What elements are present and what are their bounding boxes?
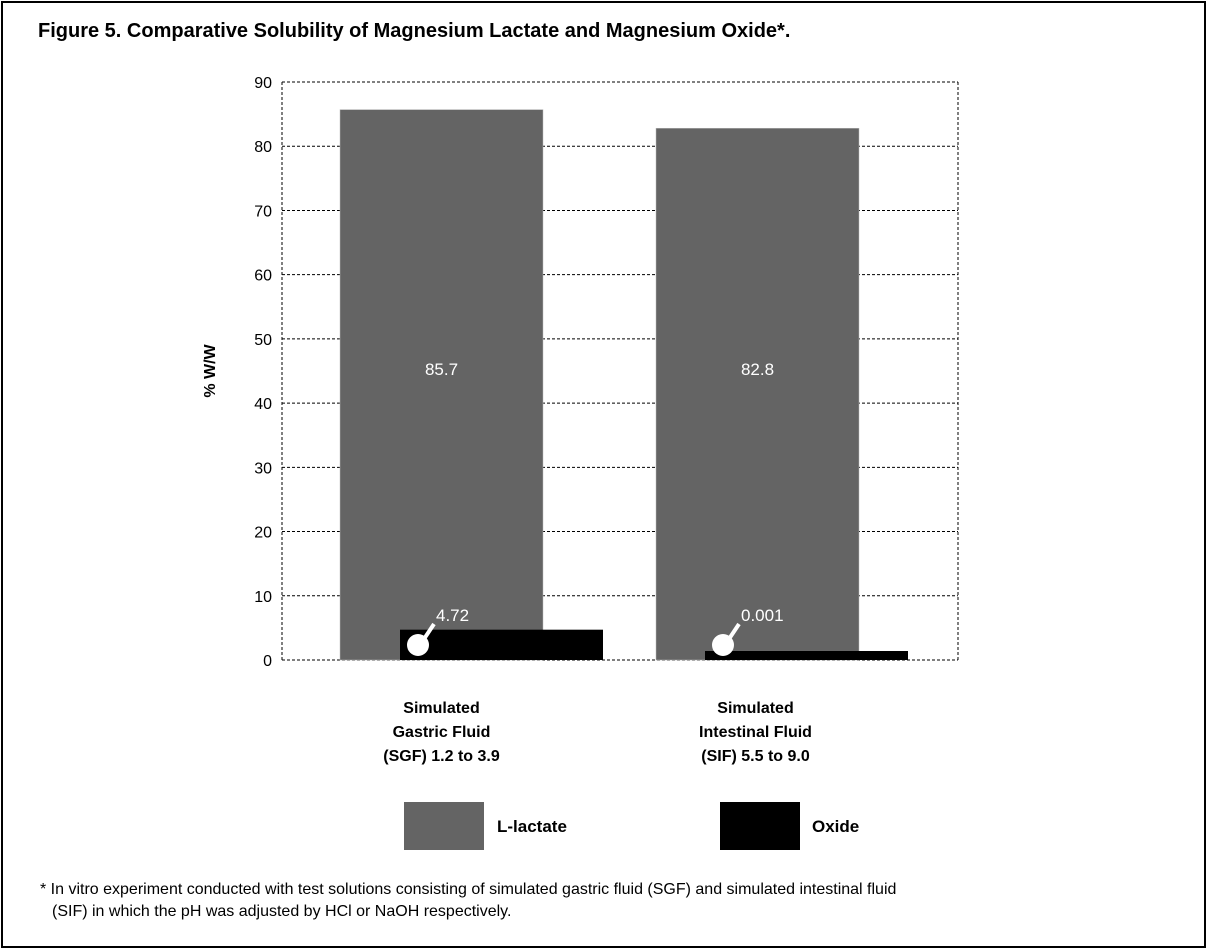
y-tick-label: 60 — [254, 268, 272, 285]
footnote-line-2: (SIF) in which the pH was adjusted by HC… — [52, 903, 512, 920]
legend-swatch-oxide — [720, 802, 800, 850]
data-label-oxide: 0.001 — [741, 606, 784, 625]
bar-l-lactate — [655, 127, 860, 661]
x-category-label: Gastric Fluid — [393, 724, 491, 741]
legend-swatch-l-lactate — [404, 802, 484, 850]
y-tick-label: 90 — [254, 75, 272, 92]
data-label-l-lactate: 85.7 — [425, 360, 458, 379]
bar-l-lactate — [339, 109, 544, 661]
bar-oxide — [400, 629, 603, 660]
x-category-label: (SGF) 1.2 to 3.9 — [383, 748, 500, 765]
legend-label: Oxide — [812, 817, 859, 836]
legend-label: L-lactate — [497, 817, 567, 836]
callout-line — [727, 622, 741, 641]
y-tick-label: 0 — [263, 653, 272, 670]
y-tick-label: 10 — [254, 589, 272, 606]
callout-dot — [712, 634, 734, 656]
x-category-label: (SIF) 5.5 to 9.0 — [701, 748, 810, 765]
bar-oxide — [705, 651, 908, 660]
data-label-l-lactate: 82.8 — [741, 360, 774, 379]
y-tick-label: 40 — [254, 396, 272, 413]
x-category-label: Intestinal Fluid — [699, 724, 812, 741]
figure-title: Figure 5. Comparative Solubility of Magn… — [38, 20, 791, 42]
footnote: * In vitro experiment conducted with tes… — [40, 879, 1180, 923]
callout-line — [422, 622, 436, 641]
callout-dot — [407, 634, 429, 656]
y-tick-label: 80 — [254, 139, 272, 156]
data-label-oxide: 4.72 — [436, 606, 469, 625]
y-tick-label: 70 — [254, 203, 272, 220]
x-category-label: Simulated — [403, 700, 479, 717]
footnote-line-1: * In vitro experiment conducted with tes… — [40, 881, 897, 898]
x-category-label: Simulated — [717, 700, 793, 717]
y-tick-label: 20 — [254, 525, 272, 542]
y-tick-label: 30 — [254, 460, 272, 477]
y-axis-label: % W/W — [202, 343, 219, 397]
y-tick-label: 50 — [254, 332, 272, 349]
